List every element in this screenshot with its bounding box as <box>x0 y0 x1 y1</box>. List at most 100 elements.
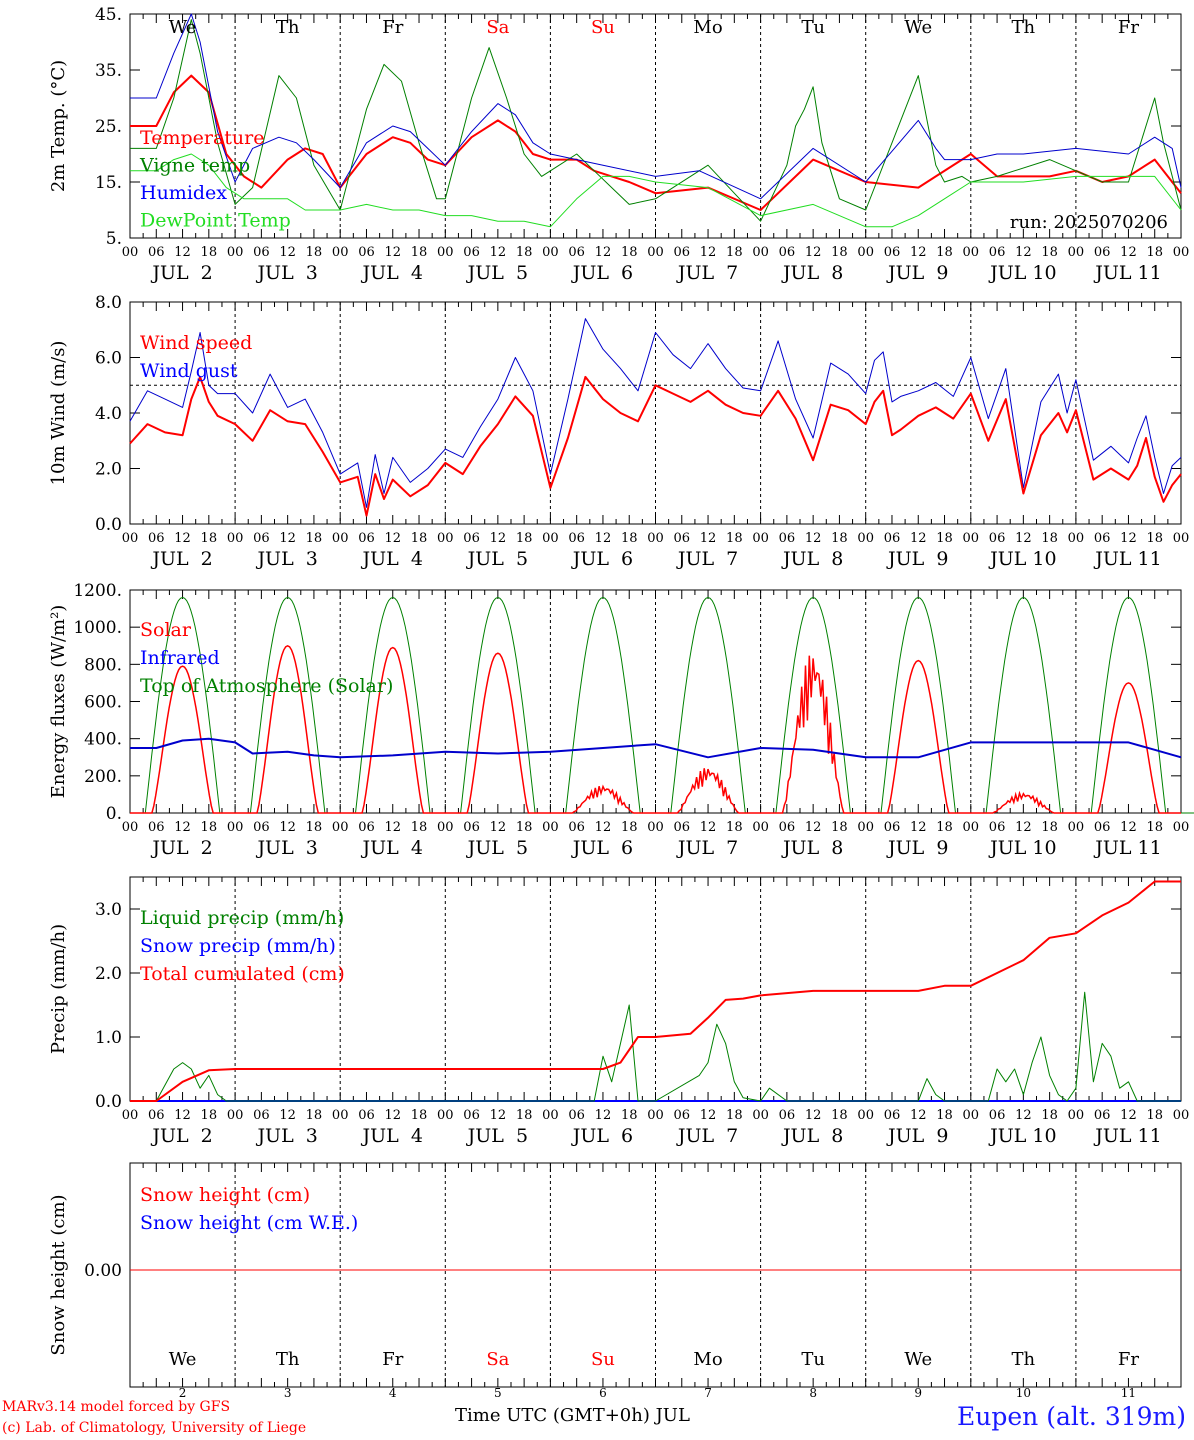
hour-label: 00 <box>857 531 874 546</box>
y-tick-label: 0. <box>106 804 122 824</box>
date-label: JUL 5 <box>466 262 528 284</box>
hour-label: 18 <box>936 820 953 835</box>
date-label: JUL 5 <box>466 1125 528 1147</box>
panel-snow: 0.00 Snow height (cm) Snow height (cm) Snow… <box>48 1162 1182 1400</box>
hour-label: 18 <box>936 1108 953 1123</box>
day-number: 3 <box>284 1386 292 1400</box>
date-label: JUL 9 <box>886 262 948 284</box>
hour-label: 00 <box>437 245 454 260</box>
hour-label: 00 <box>1173 1108 1190 1123</box>
hour-label: 18 <box>516 531 533 546</box>
date-label: JUL 11 <box>1093 837 1161 859</box>
hour-label: 12 <box>1120 1108 1137 1123</box>
hour-label: 06 <box>989 1108 1006 1123</box>
y-tick-label: 800. <box>84 655 122 675</box>
hour-label: 06 <box>463 531 480 546</box>
hour-label: 06 <box>568 531 585 546</box>
y-axis-label: 10m Wind (m/s) <box>48 341 69 486</box>
hour-label: 18 <box>1041 245 1058 260</box>
hour-label: 06 <box>674 820 691 835</box>
legend-entry: Snow height (cm W.E.) <box>140 1212 358 1234</box>
panel-precip: 0.0 1.0 2.0 3.0 Precip (mm/h) Liquid precip (… <box>48 876 1190 1147</box>
hour-label: 18 <box>1146 820 1163 835</box>
hour-label: 12 <box>910 531 927 546</box>
day-name: Th <box>1012 17 1036 38</box>
y-tick-label: 4.0 <box>95 404 122 424</box>
hour-label: 06 <box>148 1108 165 1123</box>
date-label: JUL 5 <box>466 548 528 570</box>
panel-frame <box>129 13 1182 239</box>
y-tick-label: 0.0 <box>95 1092 122 1112</box>
series-wind-speed <box>129 375 1182 517</box>
hour-label: 12 <box>805 1108 822 1123</box>
date-label: JUL 3 <box>255 262 317 284</box>
hour-label: 18 <box>936 245 953 260</box>
hour-label: 00 <box>752 531 769 546</box>
date-label: JUL 10 <box>988 1125 1056 1147</box>
date-label: JUL 10 <box>988 262 1056 284</box>
hour-label: 00 <box>647 531 664 546</box>
hour-label: 00 <box>227 820 244 835</box>
hour-label: 06 <box>1094 820 1111 835</box>
legend-entry: Snow precip (mm/h) <box>140 935 336 957</box>
hour-label: 12 <box>700 820 717 835</box>
hour-label: 06 <box>674 531 691 546</box>
date-label: JUL 6 <box>571 262 633 284</box>
hour-label: 18 <box>1041 820 1058 835</box>
hour-label: 00 <box>332 1108 349 1123</box>
day-name: Th <box>276 17 300 38</box>
hour-label: 06 <box>358 531 375 546</box>
hour-label: 18 <box>1041 531 1058 546</box>
hour-label: 12 <box>1015 1108 1032 1123</box>
date-label: JUL 7 <box>676 262 738 284</box>
hour-label: 00 <box>647 245 664 260</box>
copyright-credit: (c) Lab. of Climatology, University of L… <box>2 1420 307 1436</box>
hour-label: 18 <box>621 1108 638 1123</box>
date-label: JUL 4 <box>361 837 423 859</box>
hour-label: 18 <box>726 820 743 835</box>
series-liquid-precip-mm-h- <box>130 991 1181 1102</box>
hour-label: 18 <box>306 1108 323 1123</box>
hour-label: 12 <box>595 1108 612 1123</box>
day-name: Sa <box>486 17 509 38</box>
day-number: 5 <box>494 1386 502 1400</box>
hour-label: 12 <box>384 820 401 835</box>
hour-label: 00 <box>1173 820 1190 835</box>
hour-label: 12 <box>595 245 612 260</box>
legend-entry: Temperature <box>140 127 264 149</box>
date-label: JUL 10 <box>988 548 1056 570</box>
y-tick-label: 35. <box>95 61 122 81</box>
day-name: We <box>169 1349 197 1370</box>
hour-label: 12 <box>174 245 191 260</box>
hour-label: 12 <box>1120 245 1137 260</box>
y-tick-label: 6.0 <box>95 349 122 369</box>
hour-label: 12 <box>700 531 717 546</box>
day-name: We <box>904 1349 932 1370</box>
hour-label: 12 <box>805 531 822 546</box>
series-dewpoint-temp <box>130 153 1182 228</box>
y-tick-label: 1000. <box>73 618 122 638</box>
hour-label: 18 <box>726 1108 743 1123</box>
hour-label: 18 <box>516 1108 533 1123</box>
day-name: Mo <box>693 1349 722 1370</box>
hour-label: 12 <box>1015 245 1032 260</box>
panel-wind: 0.0 2.0 4.0 6.0 8.0 10m Wind (m/s) Wind speed W… <box>48 293 1189 570</box>
hour-label: 00 <box>227 531 244 546</box>
date-label: JUL 4 <box>361 262 423 284</box>
y-tick-label: 0.00 <box>84 1261 122 1281</box>
panel-temp: 5. 15. 25. 35. 45. 2m Temp. (°C) We Th Fr Sa Su Mo T… <box>48 5 1189 284</box>
hour-label: 06 <box>989 820 1006 835</box>
date-label: JUL 8 <box>781 548 843 570</box>
date-label: JUL 2 <box>150 837 212 859</box>
hour-label: 06 <box>358 245 375 260</box>
date-label: JUL 9 <box>886 837 948 859</box>
hour-label: 12 <box>174 820 191 835</box>
hour-label: 12 <box>279 1108 296 1123</box>
legend-entry: Wind gust <box>140 360 238 382</box>
hour-label: 06 <box>674 245 691 260</box>
hour-label: 00 <box>332 245 349 260</box>
hour-label: 12 <box>910 245 927 260</box>
hour-label: 18 <box>411 245 428 260</box>
panel-frame <box>129 589 1182 814</box>
